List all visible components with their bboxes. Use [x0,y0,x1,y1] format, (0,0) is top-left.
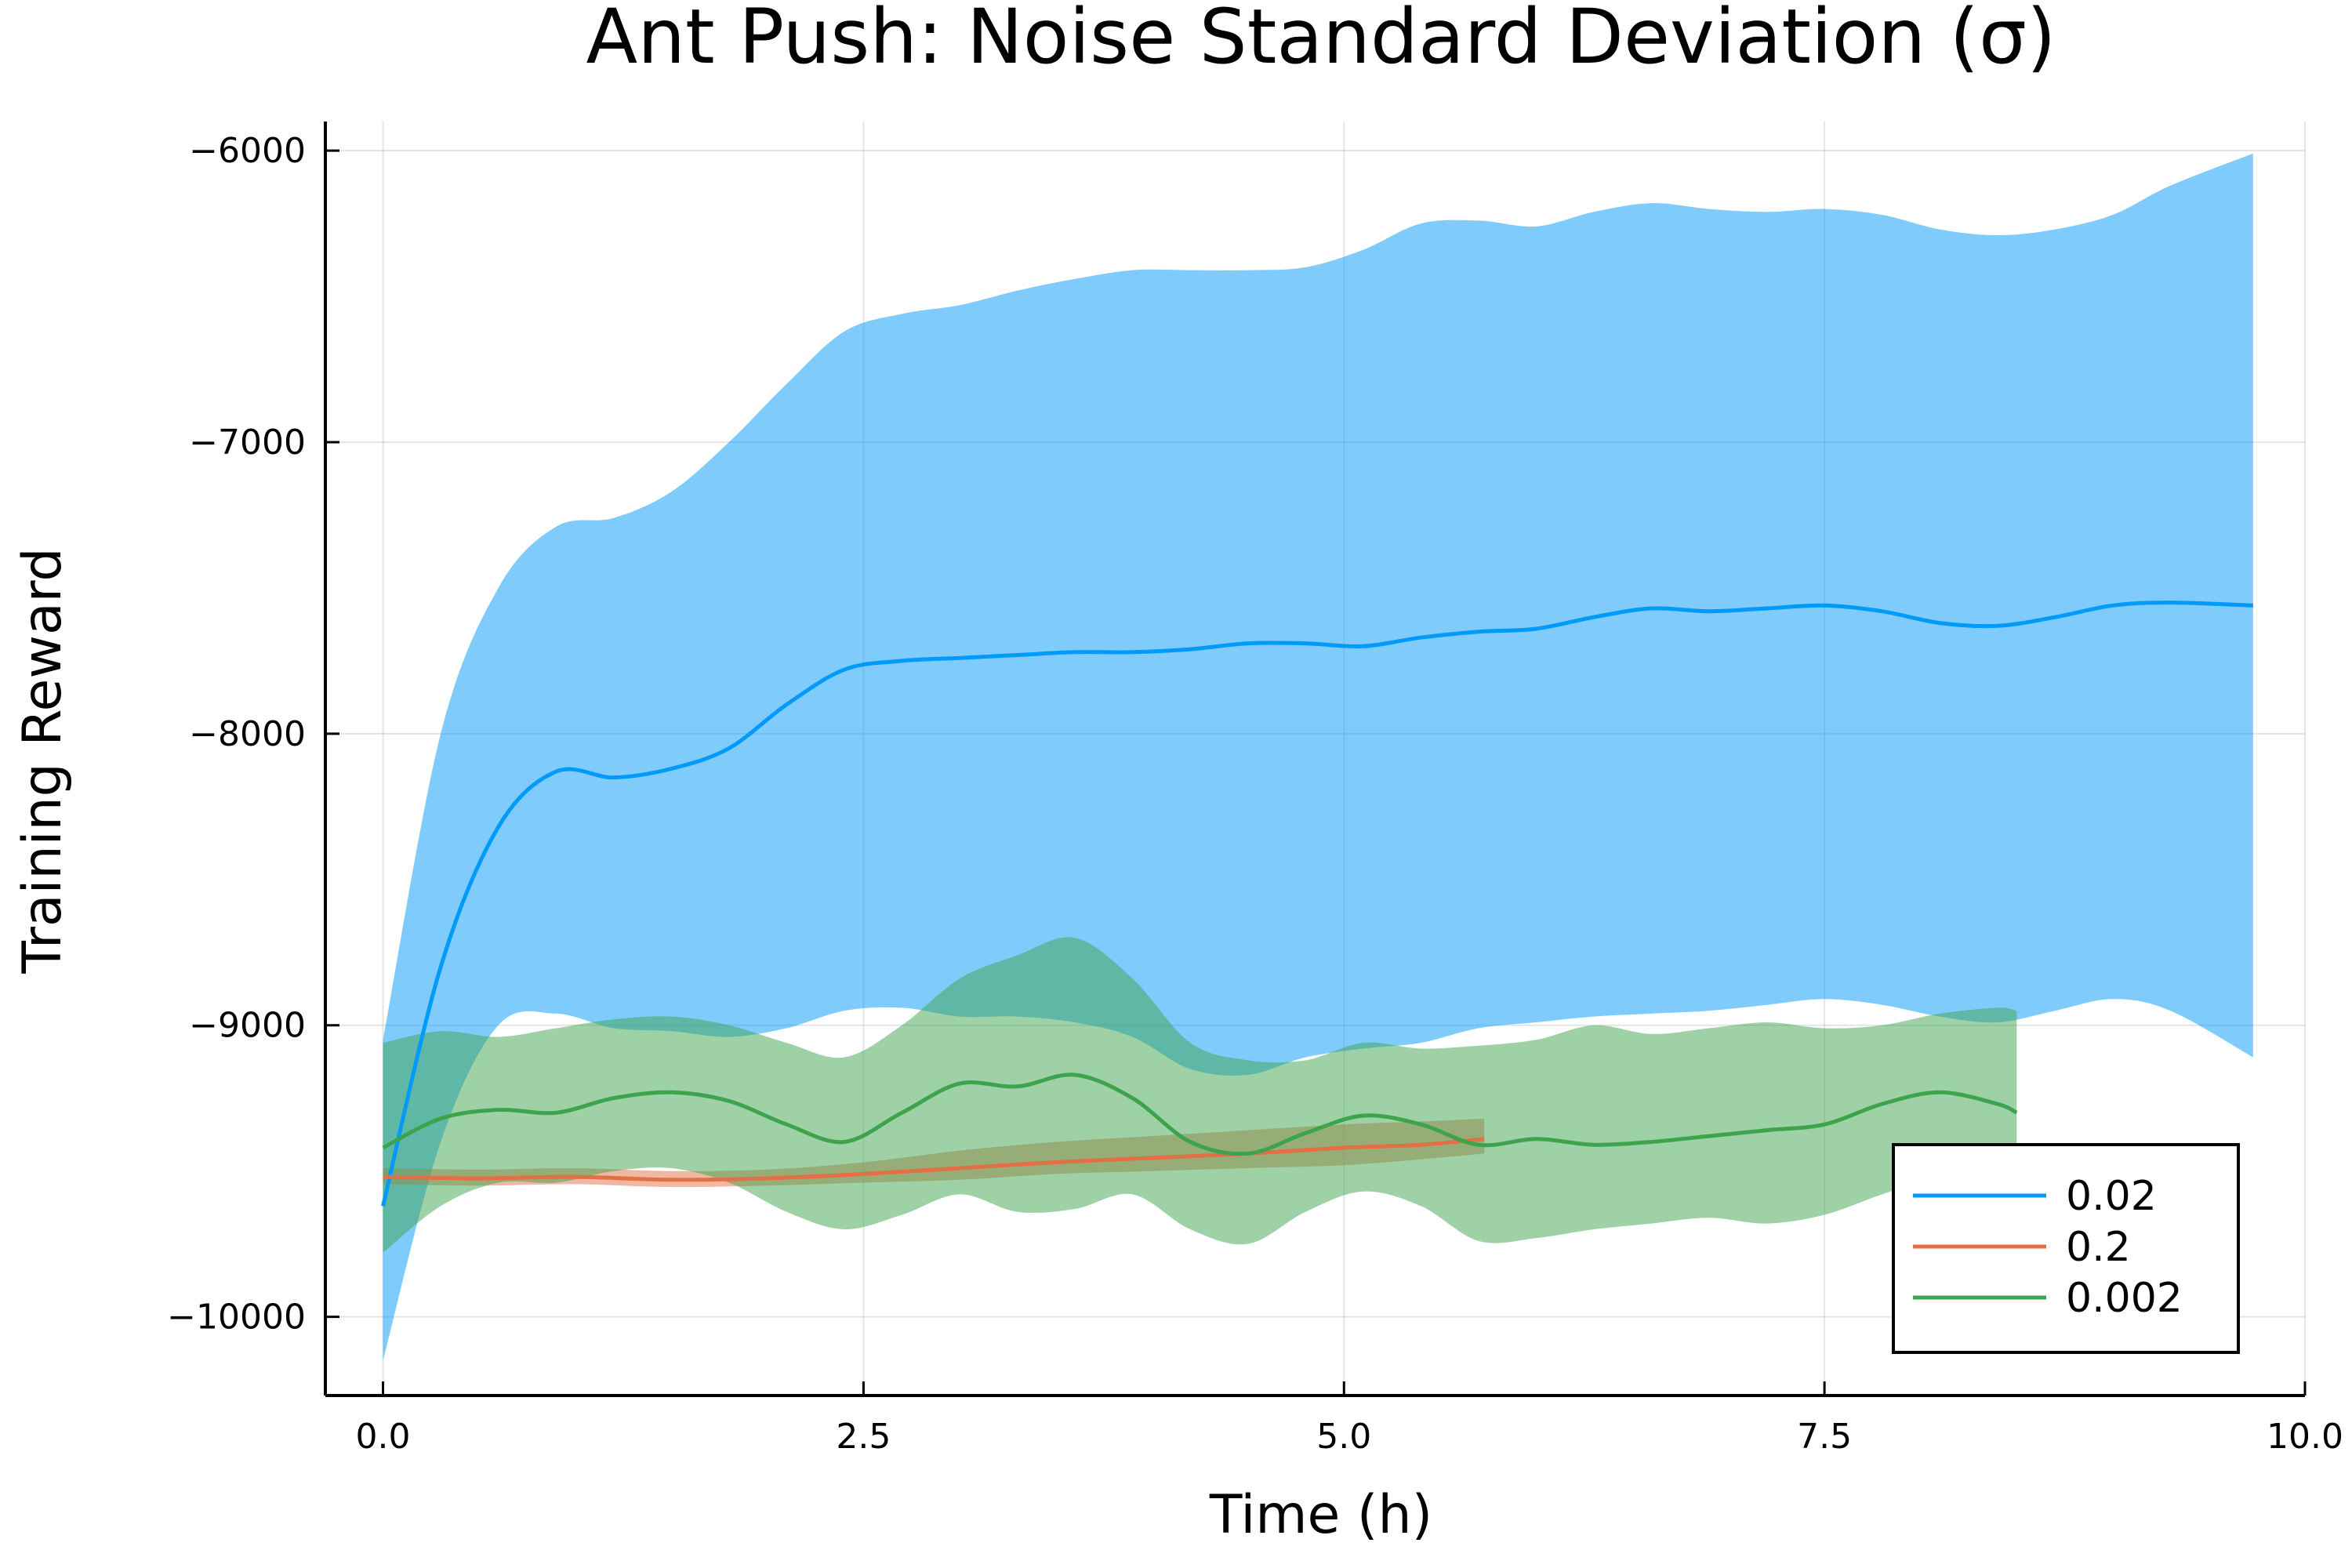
series-line-2 [382,1073,2018,1156]
series-lines [381,601,2253,1207]
legend-label: 0.2 [2066,1224,2131,1271]
series-band-2 [383,937,2017,1253]
legend: 0.020.20.002 [1892,1143,2240,1354]
x-axis-label: Time (h) [1209,1484,1432,1546]
y-tick-label: −6000 [189,131,306,171]
confidence-bands [383,153,2253,1361]
series-line-1 [383,1137,1485,1182]
tick-labels: 0.0 2.5 5.0 7.5 10.0 −10000 −9000 −8000 −7000 −60… [167,131,2343,1457]
x-tick-label: 5.0 [1316,1417,1371,1457]
y-tick-label: −7000 [189,423,306,463]
legend-label: 0.002 [2066,1275,2183,1322]
series-line-0 [381,601,2253,1207]
legend-label: 0.02 [2066,1173,2157,1220]
x-tick-label: 10.0 [2267,1417,2343,1457]
x-tick-label: 2.5 [836,1417,891,1457]
y-tick-label: −10000 [167,1298,306,1338]
x-tick-label: 0.0 [356,1417,411,1457]
chart-title: Ant Push: Noise Standard Deviation (σ) [586,0,2056,81]
axes [324,122,2307,1397]
y-tick-label: −8000 [189,714,306,754]
y-tick-label: −9000 [189,1006,306,1046]
y-axis-label: Training Reward [12,547,74,974]
x-tick-label: 7.5 [1797,1417,1852,1457]
series-band-0 [383,153,2253,1361]
